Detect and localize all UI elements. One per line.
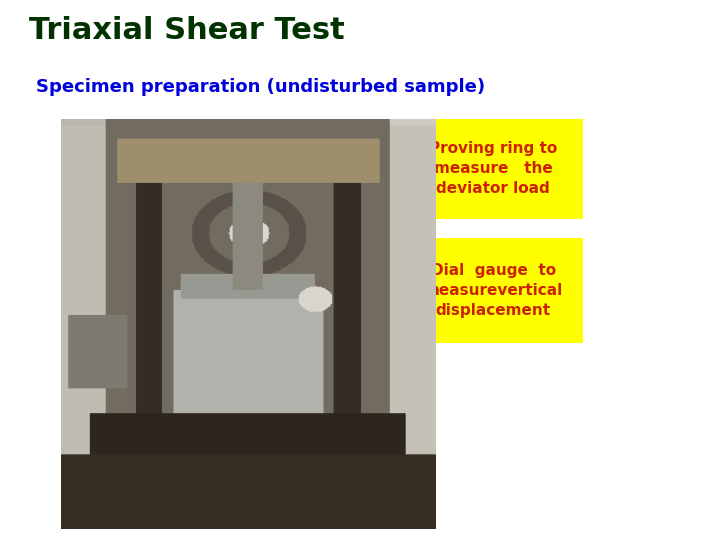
- FancyBboxPatch shape: [403, 119, 583, 219]
- FancyBboxPatch shape: [403, 238, 583, 343]
- Text: Triaxial Shear Test: Triaxial Shear Test: [29, 16, 345, 45]
- Text: Specimen preparation (undisturbed sample): Specimen preparation (undisturbed sample…: [36, 78, 485, 96]
- Text: Proving ring to
measure   the
deviator load: Proving ring to measure the deviator loa…: [429, 141, 557, 196]
- Text: Dial  gauge  to
measurevertical
displacement: Dial gauge to measurevertical displaceme…: [423, 263, 563, 318]
